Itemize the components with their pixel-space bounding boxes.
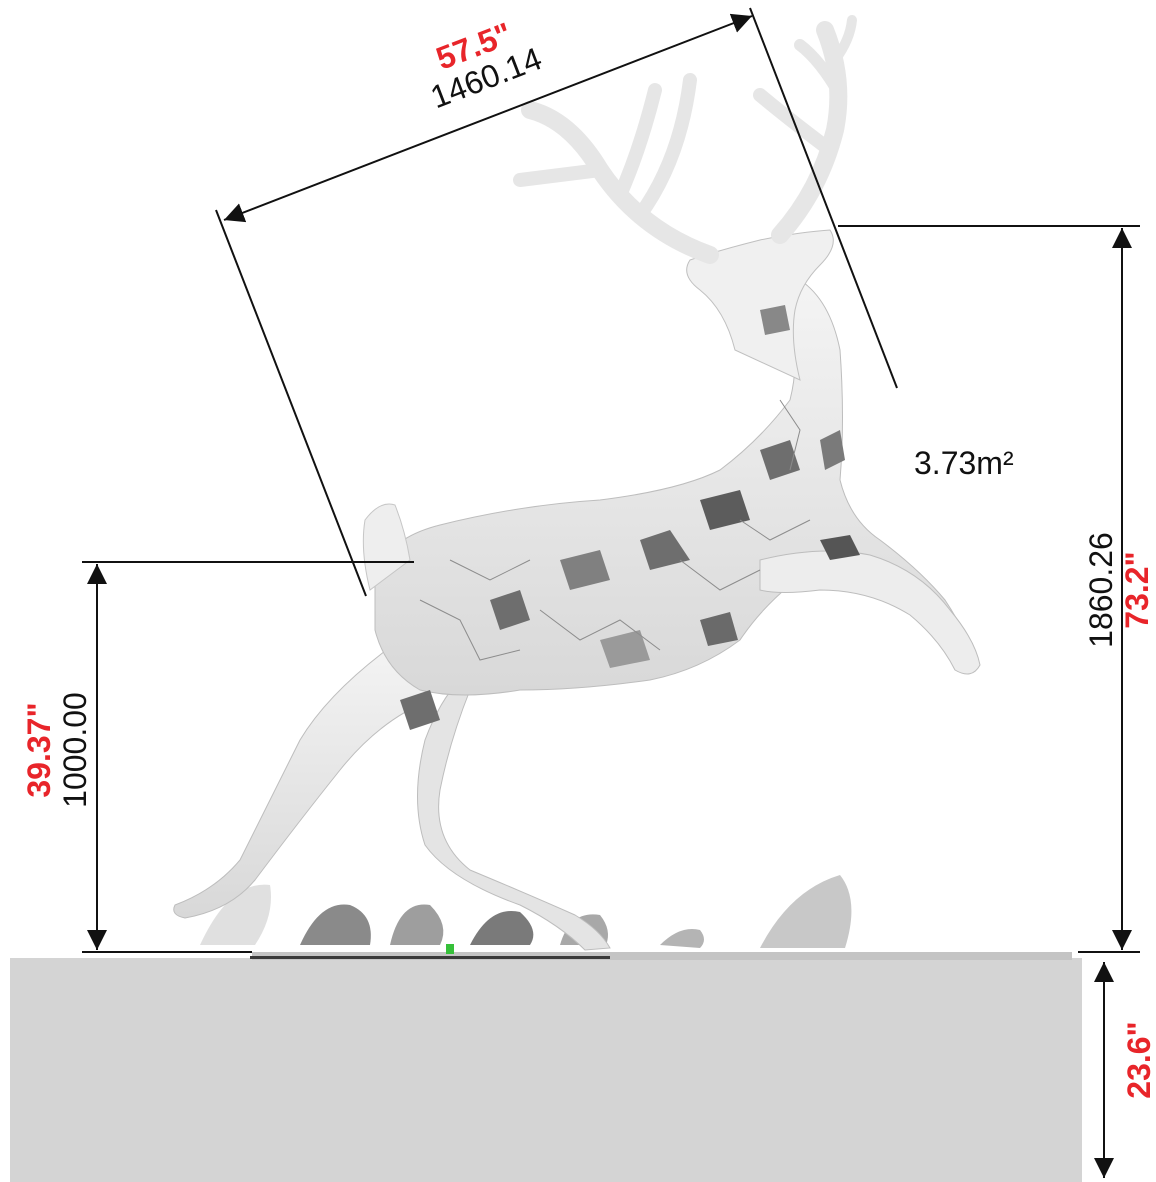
length-dimension-line [223,13,753,223]
base-height-dimension: 23.6" [1094,962,1156,1178]
body-height-metric-label: 1000.00 [57,692,93,808]
length-extension-right [749,7,898,389]
total-height-dimension: 1860.26 73.2" [838,225,1155,953]
base-block [10,944,1082,1182]
ground-rubble [200,875,852,948]
deer-body [374,279,976,696]
front-leg [759,550,981,675]
rear-leg-support [417,679,611,951]
total-height-imperial-label: 73.2" [1119,551,1155,628]
crack-lines [419,399,811,661]
cracked-patches [400,305,860,730]
green-marker [446,944,454,954]
area-label: 3.73m² [914,445,1014,481]
rear-leg-back [173,639,431,919]
base-height-imperial-label: 23.6" [1121,1021,1156,1098]
antlers [513,15,857,264]
total-height-metric-label: 1860.26 [1083,532,1119,648]
length-extension-left [215,209,367,597]
deer-tail [362,503,411,591]
body-height-dimension: 39.37" 1000.00 [21,561,414,953]
body-height-imperial-label: 39.37" [21,702,57,797]
deer-sculpture [173,15,981,951]
deer-head [686,229,834,381]
